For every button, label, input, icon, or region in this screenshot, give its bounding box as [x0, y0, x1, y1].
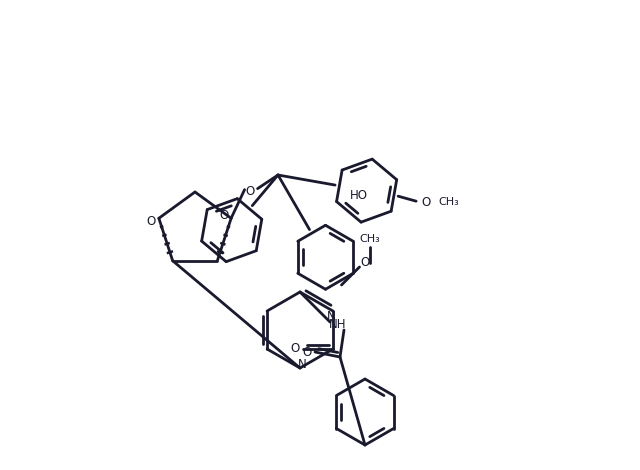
- Text: O: O: [220, 209, 228, 222]
- Text: HO: HO: [349, 189, 367, 202]
- Text: O: O: [360, 257, 369, 269]
- Text: O: O: [291, 343, 300, 355]
- Text: N: N: [326, 310, 335, 322]
- Text: O: O: [302, 345, 312, 359]
- Text: N: N: [298, 358, 307, 370]
- Text: CH₃: CH₃: [438, 197, 459, 207]
- Text: O: O: [146, 215, 156, 228]
- Text: NH: NH: [329, 319, 347, 331]
- Text: O: O: [421, 196, 430, 209]
- Text: CH₃: CH₃: [359, 234, 380, 244]
- Text: O: O: [245, 185, 254, 198]
